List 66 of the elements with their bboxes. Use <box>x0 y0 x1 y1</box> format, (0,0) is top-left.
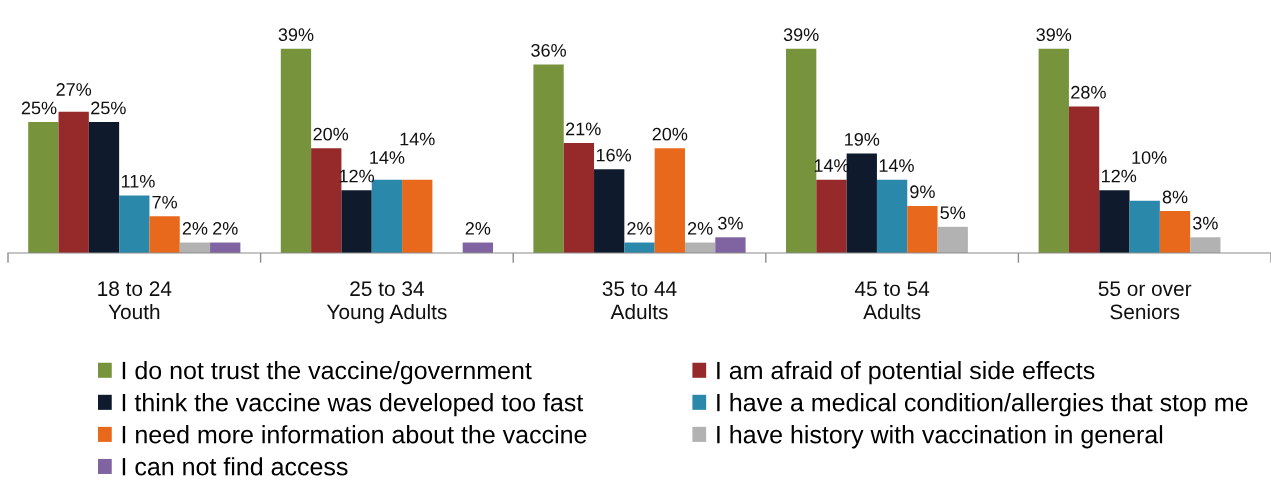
bar <box>402 179 433 253</box>
data-label: 7% <box>152 195 178 209</box>
data-label: 11% <box>121 174 155 188</box>
bar <box>1068 106 1100 253</box>
legend-label: I can not find access <box>122 457 348 476</box>
bar <box>28 122 59 253</box>
data-label: 2% <box>687 222 713 235</box>
bar <box>1129 200 1160 253</box>
data-label: 14% <box>370 151 405 164</box>
legend-label: I have a medical condition/allergies that stop me <box>717 393 1248 417</box>
data-label: 39% <box>1036 28 1072 42</box>
data-label: 3% <box>718 216 743 230</box>
bar <box>88 122 120 253</box>
bar <box>280 48 312 253</box>
data-label: 2% <box>213 222 238 235</box>
legend-label: I need more information about the vaccine <box>122 425 587 444</box>
data-label: 3% <box>1192 216 1218 230</box>
bar <box>119 195 150 253</box>
bar <box>654 148 685 253</box>
bar <box>1159 211 1191 253</box>
data-label: 8% <box>1162 190 1188 204</box>
data-label: 21% <box>566 122 601 136</box>
x-tick-label: 45 to 54 Adults <box>854 281 930 320</box>
data-label: 2% <box>465 222 491 235</box>
legend-label: I think the vaccine was developed too fast <box>122 393 584 417</box>
data-label: 2% <box>627 222 652 235</box>
bar <box>876 179 908 253</box>
bar <box>1099 190 1130 253</box>
x-tick-label: 25 to 34 Young Adults <box>326 281 447 324</box>
bar <box>341 190 372 253</box>
bar <box>563 143 595 253</box>
bar <box>594 169 625 253</box>
data-label: 36% <box>531 43 566 57</box>
data-label: 28% <box>1071 85 1106 99</box>
data-label: 2% <box>182 222 208 235</box>
data-label: 20% <box>652 127 688 141</box>
bar <box>58 111 89 253</box>
data-label: 25% <box>91 101 126 115</box>
data-label: 39% <box>783 28 819 42</box>
bar <box>1038 48 1069 253</box>
data-label: 10% <box>1132 151 1167 164</box>
data-label: 27% <box>56 83 92 96</box>
data-label: 5% <box>940 206 966 220</box>
bar <box>816 179 847 253</box>
bar <box>937 226 968 253</box>
data-label: 16% <box>596 148 632 162</box>
x-tick-label: 35 to 44 Adults <box>602 281 677 320</box>
data-label: 39% <box>278 28 314 42</box>
legend-label: I have history with vaccination in general <box>717 425 1163 449</box>
data-label: 9% <box>910 185 935 199</box>
data-label: 14% <box>400 132 435 146</box>
bar <box>1190 237 1221 253</box>
bar <box>533 64 564 253</box>
x-tick-label: 18 to 24 Youth <box>98 281 172 320</box>
bar <box>311 148 342 253</box>
data-label: 25% <box>21 101 57 115</box>
bar <box>715 237 746 253</box>
legend-label: I am afraid of potential side effects <box>717 361 1095 385</box>
bar <box>907 205 938 253</box>
data-label: 19% <box>845 133 880 146</box>
data-label: 14% <box>879 159 914 172</box>
bar <box>149 216 180 253</box>
x-tick-label: 55 or over Seniors <box>1098 281 1192 320</box>
data-label: 20% <box>313 127 349 141</box>
data-label: 12% <box>1102 169 1137 183</box>
legend-label: I do not trust the vaccine/government <box>122 361 532 385</box>
